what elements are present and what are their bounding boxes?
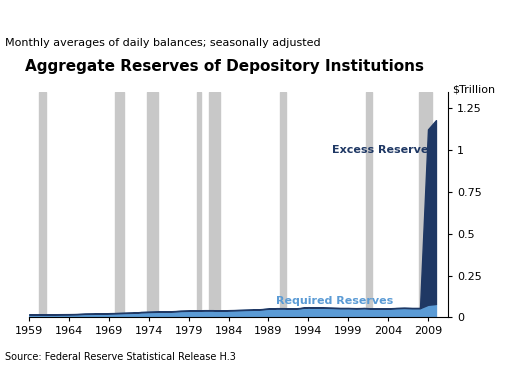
Bar xyxy=(365,92,371,317)
Bar xyxy=(115,92,124,317)
Bar xyxy=(39,92,46,317)
Bar xyxy=(418,92,431,317)
Bar xyxy=(280,92,285,317)
Bar xyxy=(208,92,219,317)
Y-axis label: $Trillion: $Trillion xyxy=(451,85,494,95)
Text: Monthly averages of daily balances; seasonally adjusted: Monthly averages of daily balances; seas… xyxy=(5,38,320,48)
Text: Required Reserves: Required Reserves xyxy=(276,296,393,306)
Text: Source: Federal Reserve Statistical Release H.3: Source: Federal Reserve Statistical Rele… xyxy=(5,352,236,362)
Bar xyxy=(196,92,200,317)
Text: Excess Reserves: Excess Reserves xyxy=(331,145,434,155)
Text: Aggregate Reserves of Depository Institutions: Aggregate Reserves of Depository Institu… xyxy=(25,59,423,74)
Bar xyxy=(147,92,158,317)
